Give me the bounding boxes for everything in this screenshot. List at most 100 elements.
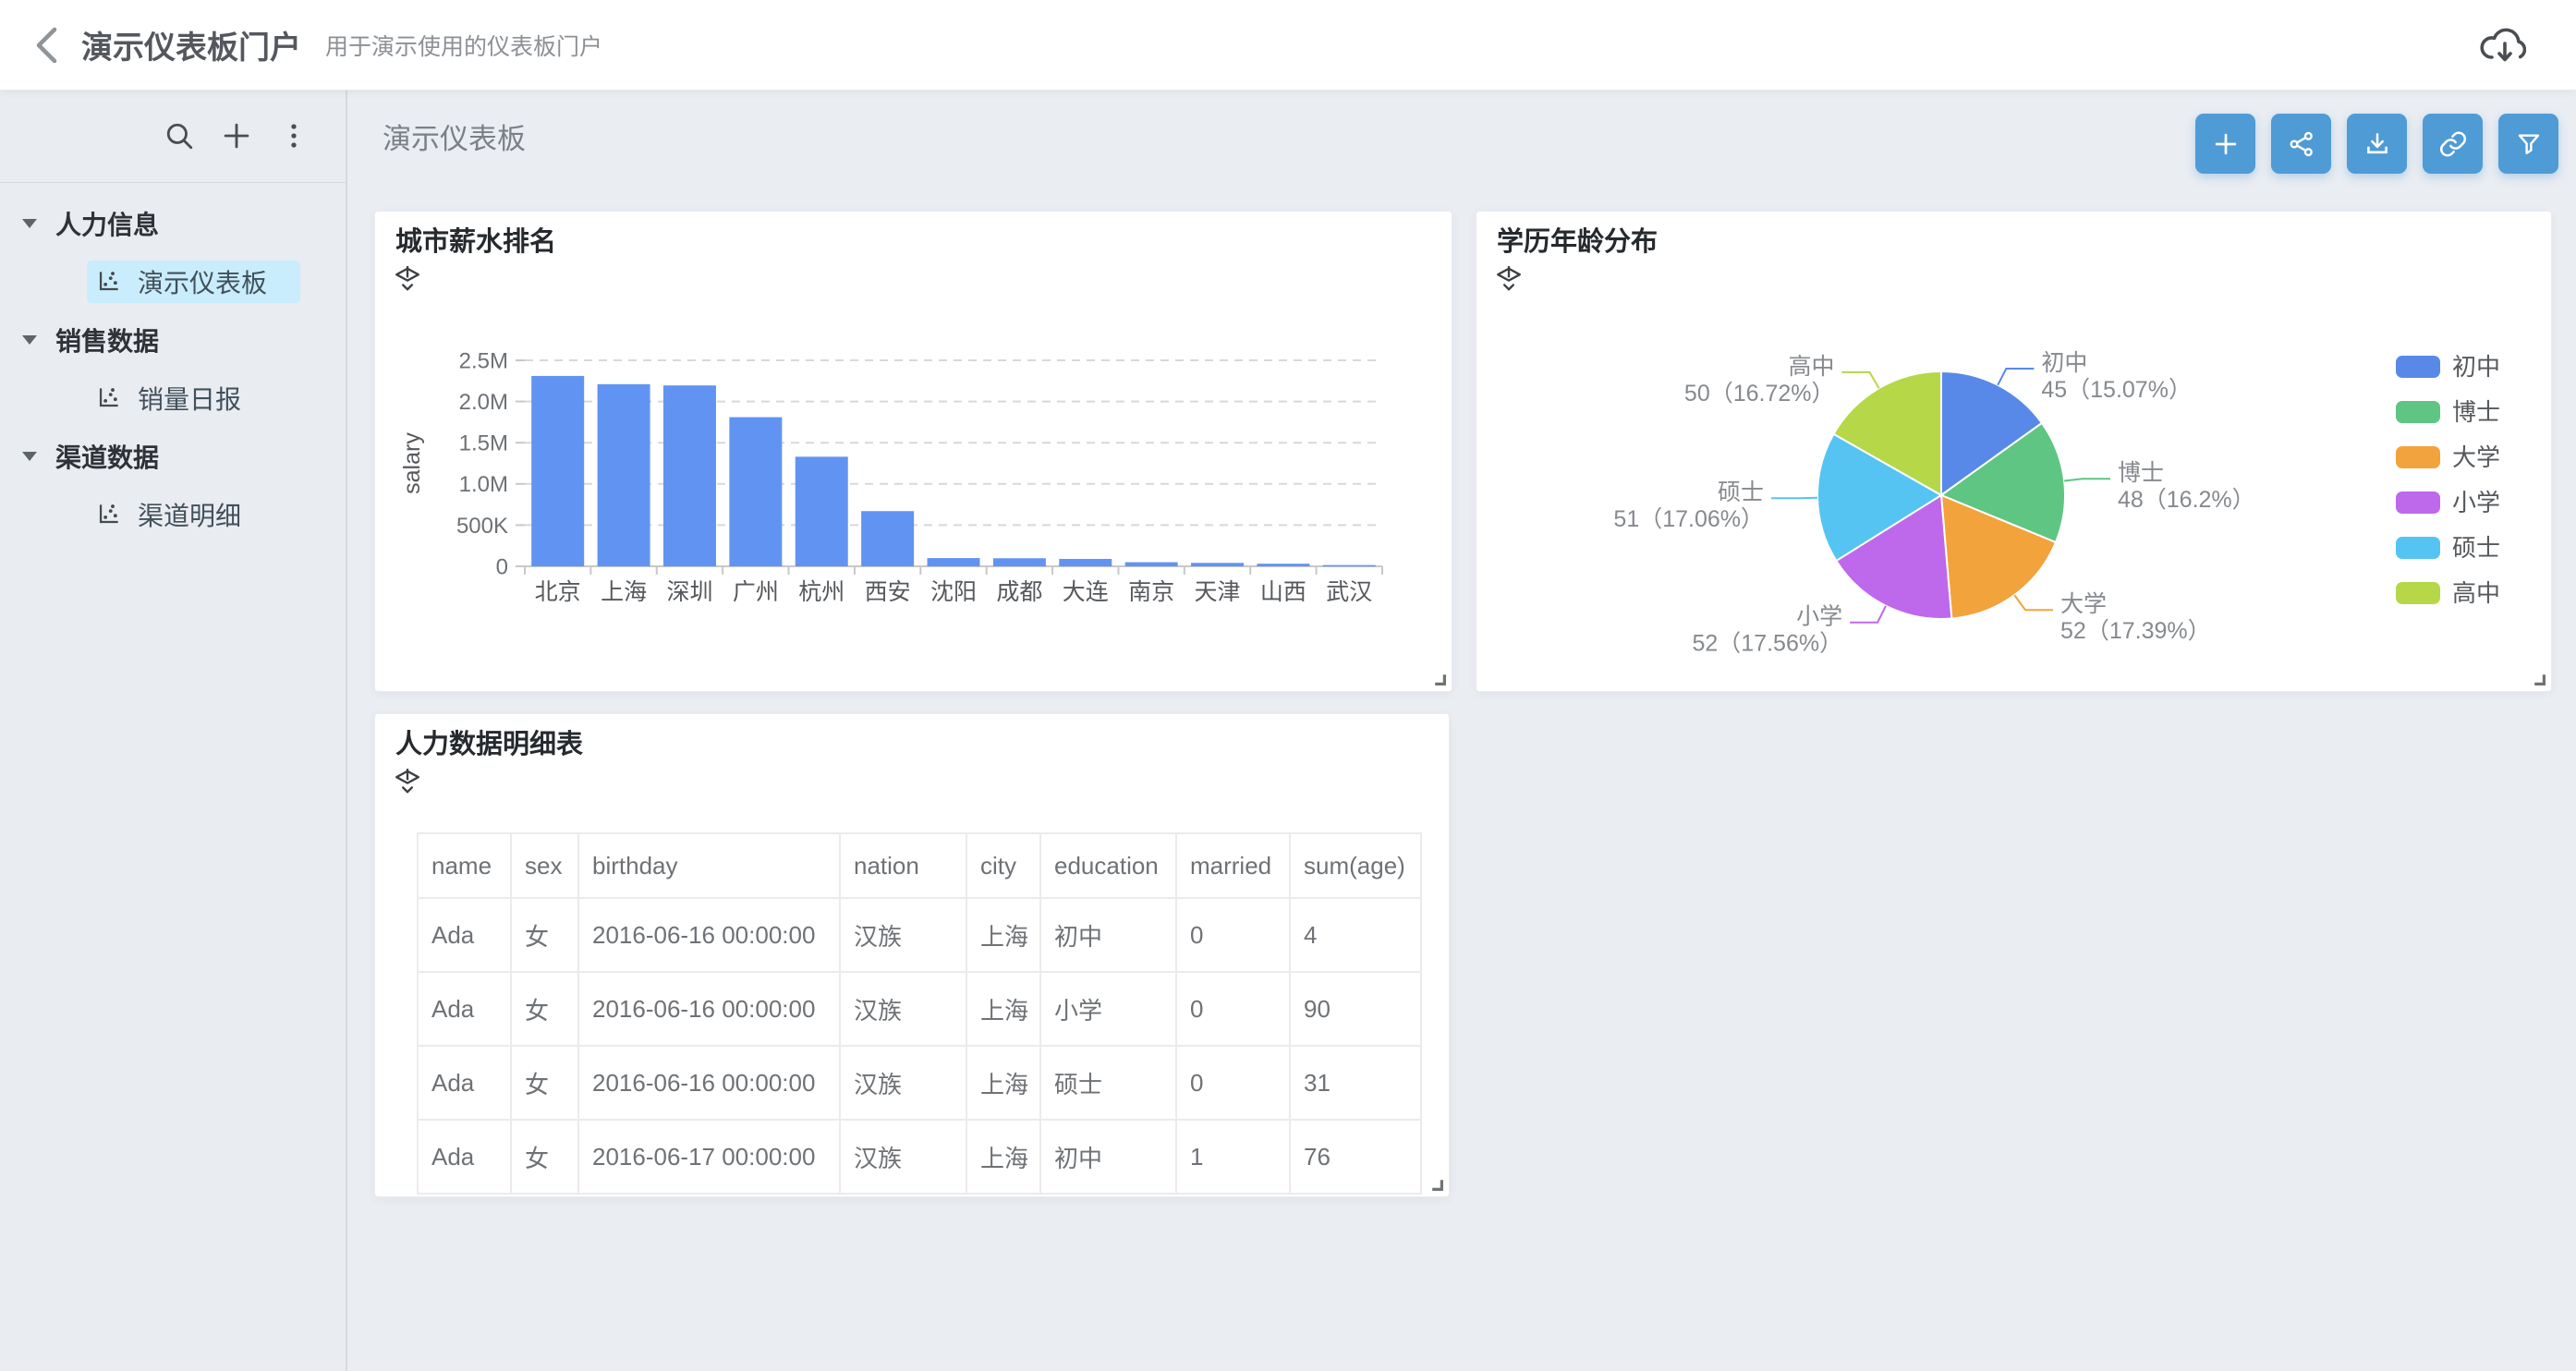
sidebar-item-演示仪表板[interactable]: 演示仪表板 [0, 252, 346, 310]
x-category-label: 杭州 [798, 579, 844, 605]
add-button[interactable] [218, 117, 255, 154]
bar-南京[interactable] [1124, 562, 1178, 566]
resize-corner-icon[interactable] [2532, 672, 2546, 686]
drill-icon[interactable] [394, 265, 421, 293]
cell: 女 [510, 971, 579, 1047]
bar-北京[interactable] [531, 375, 585, 566]
cell: 汉族 [839, 897, 967, 973]
bar-西安[interactable] [861, 511, 915, 566]
cell: Ada [417, 971, 512, 1047]
resize-corner-icon[interactable] [1429, 1177, 1443, 1191]
search-button[interactable] [161, 117, 198, 154]
tree-group-渠道数据[interactable]: 渠道数据 [0, 427, 346, 485]
bar-上海[interactable] [597, 383, 650, 566]
add-component-button[interactable] [2195, 114, 2255, 174]
sidebar-item-inner[interactable]: 销量日报 [87, 377, 300, 419]
cell: 小学 [1039, 971, 1177, 1047]
more-button[interactable] [275, 117, 312, 154]
pie-label-value: 51（17.06%） [1613, 506, 1764, 532]
cell: 上海 [966, 1119, 1041, 1195]
bar-沈阳[interactable] [927, 558, 980, 566]
pie-label-value: 52（17.39%） [2060, 618, 2211, 644]
pie-label-name: 大学 [2060, 591, 2107, 617]
data-table-wrapper[interactable]: name sex birthday nation city education marrie… [417, 832, 1422, 1196]
y-tick-label: 2.5M [459, 348, 508, 373]
resize-corner-icon[interactable] [1432, 672, 1446, 686]
data-table: name sex birthday nation city education marrie… [417, 832, 1422, 1195]
tree-group-label: 人力信息 [55, 210, 160, 239]
drill-icon[interactable] [1495, 265, 1523, 293]
filter-icon [2518, 133, 2539, 154]
pie-slice-硕士[interactable] [1817, 432, 1943, 563]
cell: 4 [1289, 897, 1422, 973]
bar-杭州[interactable] [795, 456, 848, 566]
legend-item-博士[interactable]: 博士 [2396, 400, 2500, 424]
filter-button[interactable] [2498, 114, 2558, 174]
legend-item-硕士[interactable]: 硕士 [2396, 536, 2500, 560]
pie-label-name: 博士 [2118, 460, 2164, 486]
legend-label: 初中 [2452, 353, 2501, 381]
legend-swatch [2396, 491, 2440, 514]
back-button[interactable] [26, 21, 67, 69]
bar-天津[interactable] [1191, 563, 1245, 566]
sidebar-item-渠道明细[interactable]: 渠道明细 [0, 485, 346, 543]
x-category-label: 大连 [1063, 579, 1109, 605]
sidebar-item-inner[interactable]: 演示仪表板 [87, 260, 300, 303]
cell: 汉族 [839, 1119, 967, 1195]
legend-item-高中[interactable]: 高中 [2396, 581, 2500, 605]
table-title: 人力数据明细表 [395, 730, 584, 759]
sidebar-item-inner[interactable]: 渠道明细 [87, 493, 300, 536]
bar-武汉[interactable] [1322, 564, 1376, 567]
pie-label-name: 硕士 [1718, 479, 1764, 505]
column-header: education [1039, 832, 1177, 899]
pie-slice-小学[interactable] [1835, 493, 1953, 620]
bar-广州[interactable] [729, 417, 783, 566]
legend-item-大学[interactable]: 大学 [2396, 445, 2500, 469]
pie-label-line [1997, 368, 2035, 386]
pie-slice-博士[interactable] [1938, 421, 2066, 544]
x-category-label: 广州 [733, 579, 779, 605]
bar-深圳[interactable] [662, 385, 716, 566]
cloud-download-button[interactable] [2476, 19, 2528, 71]
legend-swatch [2396, 537, 2440, 559]
pie-label-value: 45（15.07%） [2041, 377, 2192, 403]
bar-成都[interactable] [992, 558, 1046, 566]
x-category-label: 成都 [996, 579, 1042, 605]
pie-slice-高中[interactable] [1832, 370, 1942, 497]
sidebar-item-销量日报[interactable]: 销量日报 [0, 369, 346, 427]
drill-icon[interactable] [394, 768, 421, 795]
share-button[interactable] [2271, 114, 2331, 174]
bar-大连[interactable] [1059, 558, 1112, 566]
pie-slice-大学[interactable] [1939, 493, 2058, 620]
cell: 2016-06-16 00:00:00 [577, 897, 841, 973]
table-row: Ada 女 2016-06-16 00:00:00 汉族 上海 小学 0 90 [417, 971, 1422, 1047]
table-row: Ada 女 2016-06-16 00:00:00 汉族 上海 硕士 0 31 [417, 1045, 1422, 1121]
sidebar-divider [0, 182, 346, 183]
x-category-label: 西安 [865, 579, 911, 605]
plus-icon [224, 123, 249, 149]
portal-subtitle: 用于演示使用的仪表板门户 [325, 33, 603, 60]
cell: 汉族 [839, 1045, 967, 1121]
cell: 初中 [1039, 897, 1177, 973]
pie-chart-card: 学历年龄分布 初中 45（15.07%） 博士 48（16.2%） 大学 52（17.39… [1476, 211, 2552, 692]
link-icon [2439, 131, 2466, 156]
bar-chart-title: 城市薪水排名 [395, 227, 557, 257]
x-category-label: 南京 [1128, 579, 1174, 605]
link-button[interactable] [2423, 114, 2483, 174]
cell: 汉族 [839, 971, 967, 1047]
dashboard-toolbar [2195, 114, 2558, 174]
sidebar-item-label: 销量日报 [138, 384, 242, 414]
legend-item-初中[interactable]: 初中 [2396, 355, 2500, 379]
table-row: Ada 女 2016-06-17 00:00:00 汉族 上海 初中 1 76 [417, 1119, 1422, 1195]
back-chevron-icon [36, 27, 57, 63]
legend-swatch [2396, 401, 2440, 423]
export-button[interactable] [2347, 114, 2407, 174]
bar-山西[interactable] [1257, 564, 1310, 566]
y-tick-label: 0 [496, 554, 508, 579]
tree-group-人力信息[interactable]: 人力信息 [0, 194, 346, 252]
cell: 2016-06-17 00:00:00 [577, 1119, 841, 1195]
tree-group-销售数据[interactable]: 销售数据 [0, 310, 346, 369]
column-header: nation [839, 832, 967, 899]
legend-item-小学[interactable]: 小学 [2396, 491, 2500, 515]
